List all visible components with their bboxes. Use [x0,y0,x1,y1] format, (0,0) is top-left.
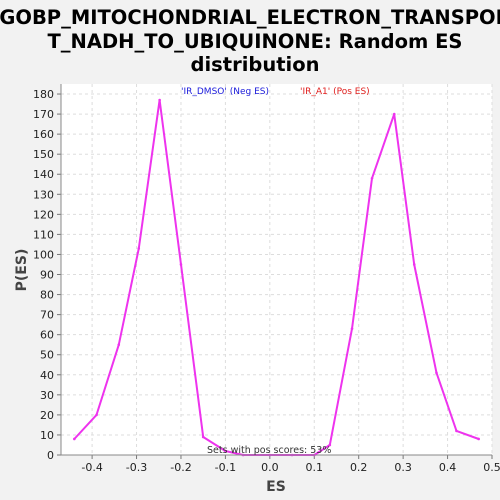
data-point [393,113,396,116]
y-tick-label: 100 [33,248,54,261]
y-tick-label: 150 [33,148,54,161]
y-axis-ticks: 0 10 20 30 40 50 60 70 80 90 100 110 120 130 140 150 160… [33,88,61,462]
y-tick-label: 140 [33,168,54,181]
data-point [95,414,98,417]
x-axis-label: ES [266,479,286,495]
y-tick-label: 110 [33,228,54,241]
data-point [455,430,458,433]
y-tick-label: 60 [40,329,54,342]
data-point [202,436,205,439]
x-tick-label: 0.2 [350,461,368,474]
data-point [435,371,438,374]
y-tick-label: 70 [40,309,54,322]
x-tick-label: 0.1 [306,461,324,474]
y-tick-label: 50 [40,349,54,362]
y-tick-label: 170 [33,108,54,121]
x-tick-label: 0.4 [439,461,457,474]
data-point [477,438,480,441]
x-axis-ticks: -0.4 -0.3 -0.2 -0.1 0.0 0.1 0.2 0.3 0.4 0.5 [81,455,500,474]
x-tick-label: -0.4 [81,461,102,474]
y-tick-label: 40 [40,369,54,382]
y-tick-label: 180 [33,88,54,101]
x-tick-label: -0.1 [215,461,236,474]
x-tick-label: 0.5 [483,461,500,474]
y-tick-label: 120 [33,208,54,221]
chart-title-line-2: T_NADH_TO_UBIQUINONE: Random ES [48,30,463,53]
chart-title-line-1: GOBP_MITOCHONDRIAL_ELECTRON_TRANSPOR [0,6,500,29]
data-point [371,177,374,180]
chart-title: GOBP_MITOCHONDRIAL_ELECTRON_TRANSPOR T_N… [0,6,500,76]
y-axis-label: P(ES) [14,249,30,292]
x-tick-label: -0.2 [170,461,191,474]
y-tick-label: 90 [40,269,54,282]
data-point [351,327,354,330]
chart-title-line-3: distribution [191,53,320,76]
data-point [180,263,183,266]
y-tick-label: 160 [33,128,54,141]
data-point [158,99,161,102]
y-tick-label: 20 [40,409,54,422]
data-point [73,438,76,441]
x-tick-label: 0.0 [261,461,279,474]
data-point [413,263,416,266]
y-tick-label: 130 [33,188,54,201]
data-point [137,247,140,250]
plot-area [61,84,492,455]
x-tick-label: -0.3 [126,461,147,474]
legend-pos-es: 'IR_A1' (Pos ES) [300,87,370,97]
x-tick-label: 0.3 [394,461,412,474]
y-tick-label: 30 [40,389,54,402]
pos-scores-annotation: Sets with pos scores: 53% [207,445,331,456]
y-tick-label: 80 [40,289,54,302]
y-tick-label: 0 [47,449,54,462]
y-tick-label: 10 [40,429,54,442]
legend-neg-es: 'IR_DMSO' (Neg ES) [181,87,269,97]
data-point [117,343,120,346]
